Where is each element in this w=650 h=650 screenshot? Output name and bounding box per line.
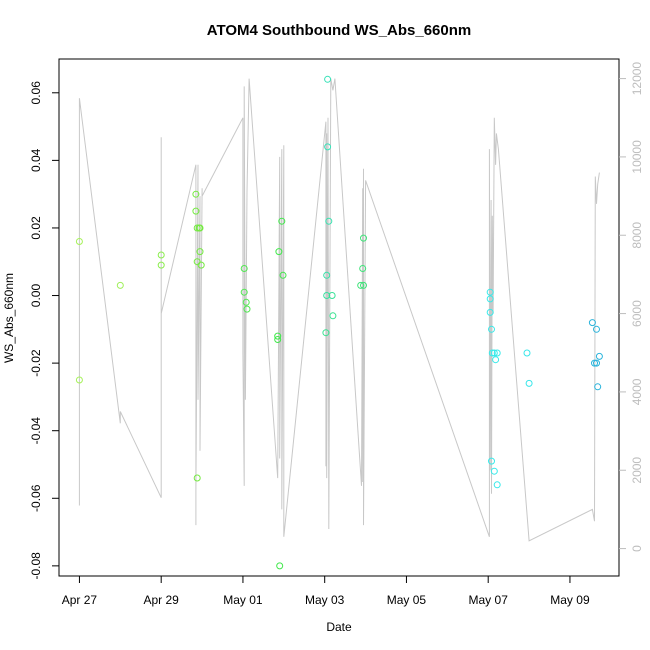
data-point xyxy=(75,238,83,245)
y2-tick-label: 0 xyxy=(630,545,644,552)
y-tick-label: -0.06 xyxy=(29,484,43,512)
data-point xyxy=(486,295,494,303)
data-point xyxy=(593,359,600,367)
x-axis: Apr 27 Apr 29 May 01 May 03 May 05 May 07 May … xyxy=(62,576,590,607)
data-point xyxy=(323,292,331,299)
data-point xyxy=(274,332,282,340)
y-tick-label: 0.02 xyxy=(29,216,43,240)
data-point xyxy=(360,234,367,242)
data-point xyxy=(595,352,603,360)
x-tick-label: May 03 xyxy=(305,593,345,607)
x-tick-label: May 05 xyxy=(387,593,427,607)
data-point xyxy=(192,207,200,215)
x-tick-label: May 01 xyxy=(223,593,263,607)
secondary-series xyxy=(78,78,600,542)
data-point xyxy=(488,325,495,333)
data-point xyxy=(116,281,124,289)
data-point xyxy=(192,190,200,198)
y-tick-label: -0.08 xyxy=(29,552,43,580)
data-point xyxy=(157,251,165,259)
y-tick-label: 0.00 xyxy=(29,284,43,308)
y-tick-label: -0.04 xyxy=(29,417,43,445)
data-point xyxy=(324,143,332,151)
data-point xyxy=(193,258,201,266)
data-point xyxy=(240,288,248,296)
data-point xyxy=(157,261,165,269)
y-tick-label: 0.04 xyxy=(29,148,43,172)
y-axis-right: 0 2000 4000 6000 8000 10000 12000 xyxy=(619,62,644,552)
data-point xyxy=(359,265,367,272)
y-tick-label: 0.06 xyxy=(29,81,43,105)
data-point xyxy=(594,383,602,391)
data-point xyxy=(243,305,251,313)
data-point xyxy=(197,261,205,269)
data-point xyxy=(193,224,201,232)
data-point xyxy=(357,281,365,289)
data-point xyxy=(593,325,600,333)
data-point xyxy=(274,336,282,343)
x-tick-label: Apr 29 xyxy=(144,593,180,607)
x-tick-label: May 07 xyxy=(469,593,509,607)
data-point xyxy=(588,319,596,327)
y2-tick-label: 8000 xyxy=(630,222,644,249)
secondary-series-line xyxy=(78,78,600,542)
data-point xyxy=(488,457,495,465)
plot-frame xyxy=(58,58,620,577)
data-point xyxy=(525,379,533,387)
chart-title: ATOM4 Southbound WS_Abs_660nm xyxy=(207,22,471,39)
data-point xyxy=(328,292,336,299)
scatter-points xyxy=(75,75,603,570)
data-point xyxy=(278,217,286,225)
y-tick-label: -0.02 xyxy=(29,349,43,377)
y2-tick-label: 2000 xyxy=(630,457,644,484)
data-point xyxy=(323,271,331,279)
y2-tick-label: 4000 xyxy=(630,378,644,405)
y2-tick-label: 10000 xyxy=(630,140,644,174)
data-point xyxy=(325,217,333,225)
data-point xyxy=(493,481,501,489)
data-point xyxy=(486,288,494,296)
data-point xyxy=(75,376,83,384)
x-axis-label: Date xyxy=(326,620,352,634)
data-point xyxy=(324,75,332,83)
data-point xyxy=(523,349,531,357)
y-axis-label: WS_Abs_660nm xyxy=(2,273,16,363)
y2-tick-label: 12000 xyxy=(630,62,644,96)
y-axis-left: -0.08 -0.06 -0.04 -0.02 0.00 0.02 0.04 0.06 xyxy=(29,81,59,580)
data-point xyxy=(279,271,287,279)
data-point xyxy=(360,281,367,289)
data-point xyxy=(275,248,283,256)
x-tick-label: May 09 xyxy=(550,593,590,607)
data-point xyxy=(196,224,204,232)
data-point xyxy=(193,474,201,482)
data-point xyxy=(242,298,250,306)
data-point xyxy=(591,359,598,367)
data-point xyxy=(493,349,501,357)
data-point xyxy=(196,248,204,256)
x-tick-label: Apr 27 xyxy=(62,593,98,607)
data-point xyxy=(329,312,337,320)
data-point xyxy=(322,329,330,337)
data-point xyxy=(488,349,496,357)
data-point xyxy=(492,356,500,364)
y2-tick-label: 6000 xyxy=(630,300,644,327)
data-point xyxy=(490,467,498,475)
data-point xyxy=(490,349,498,357)
data-point xyxy=(240,265,248,272)
data-point xyxy=(276,562,284,570)
data-point xyxy=(486,308,494,316)
